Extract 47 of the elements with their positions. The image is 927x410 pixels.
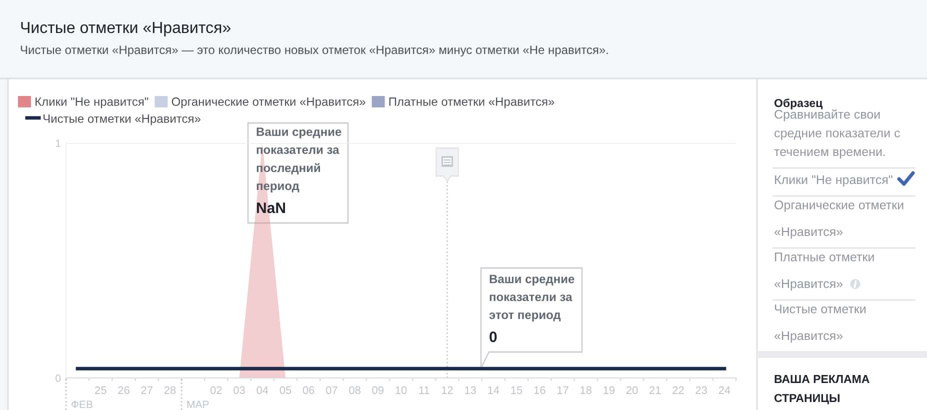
x-tick-label: 15: [511, 386, 522, 394]
x-tick-label: 09: [372, 386, 384, 394]
text: Платные отметки «Нравится»: [774, 252, 874, 291]
annotation: 0: [490, 332, 497, 342]
x-tick-label: 05: [280, 386, 292, 394]
x-tick-label: 21: [650, 386, 661, 394]
x-tick-label: 03: [234, 386, 245, 394]
annotation: Ваши средние показатели за последний период: [256, 128, 342, 192]
x-tick-label: 16: [534, 386, 546, 394]
annotation: Ваши средние показатели за этот период: [489, 274, 574, 322]
x-tick-label: 07: [326, 386, 338, 394]
text: Сравнивайте свои средние показатели с течением времени.: [774, 109, 900, 159]
x-tick-label: 25: [95, 386, 106, 394]
x-tick-label: 04: [256, 386, 268, 394]
x-tick-label: 17: [557, 386, 568, 394]
legend-label: Платные отметки «Нравится»: [389, 98, 554, 108]
text: ФЕВ: [72, 400, 92, 408]
text: Клики "Не нравится": [775, 175, 892, 187]
y-tick-label: 1: [56, 140, 60, 147]
x-tick-label: 24: [718, 386, 730, 394]
text: Органические отметки «Нравится»: [774, 200, 904, 239]
x-tick-label: 06: [302, 386, 314, 394]
legend-label: Чистые отметки «Нравится»: [44, 114, 200, 126]
x-tick-label: 27: [141, 386, 152, 394]
text: ВАША РЕКЛАМА СТРАНИЦЫ: [774, 375, 870, 404]
x-tick-label: 14: [488, 386, 500, 394]
x-tick-label: 13: [465, 386, 476, 394]
text: МАР: [187, 400, 209, 408]
x-tick-label: 19: [604, 386, 615, 394]
x-tick-label: 23: [696, 386, 707, 394]
annotation: NaN: [257, 202, 285, 214]
text: Образец: [774, 98, 823, 110]
x-tick-label: 12: [442, 386, 453, 394]
legend-label: Органические отметки «Нравится»: [172, 97, 366, 108]
legend-label: Клики "Не нравится": [36, 98, 148, 108]
chart-subtitle: Чистые отметки «Нравится» — это количество новых отметок «Нравится» минус отметки «Не нравится».: [20, 46, 608, 56]
x-tick-label: 18: [580, 386, 592, 394]
x-tick-label: 11: [419, 386, 430, 394]
chart-title: Чистые отметки «Нравится»: [21, 22, 230, 36]
x-tick-label: 26: [118, 386, 130, 394]
x-tick-label: 22: [672, 386, 684, 394]
x-tick-label: 02: [210, 386, 222, 394]
x-tick-label: 10: [396, 386, 407, 394]
x-tick-label: 28: [164, 386, 176, 394]
x-tick-label: 20: [626, 386, 638, 394]
x-tick-label: 08: [349, 386, 360, 394]
text: Чистые отметки «Нравится»: [774, 304, 866, 343]
